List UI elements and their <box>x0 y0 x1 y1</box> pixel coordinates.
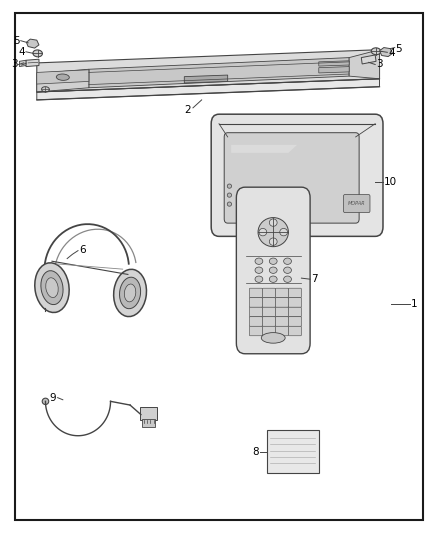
Text: 4: 4 <box>18 47 25 57</box>
Ellipse shape <box>35 263 69 312</box>
Ellipse shape <box>227 202 232 206</box>
Ellipse shape <box>269 267 277 273</box>
FancyBboxPatch shape <box>267 431 319 473</box>
Ellipse shape <box>259 229 267 236</box>
Ellipse shape <box>124 284 136 302</box>
FancyBboxPatch shape <box>224 133 359 223</box>
Text: 6: 6 <box>79 245 86 255</box>
Ellipse shape <box>46 278 58 297</box>
Ellipse shape <box>255 258 263 264</box>
FancyBboxPatch shape <box>15 13 423 520</box>
FancyBboxPatch shape <box>262 326 276 336</box>
Ellipse shape <box>33 50 42 57</box>
Ellipse shape <box>227 184 232 188</box>
FancyBboxPatch shape <box>288 307 301 317</box>
Polygon shape <box>184 75 228 83</box>
FancyBboxPatch shape <box>276 288 288 298</box>
Text: 5: 5 <box>13 36 20 46</box>
Ellipse shape <box>42 87 49 92</box>
Ellipse shape <box>227 193 232 197</box>
Ellipse shape <box>41 271 63 304</box>
FancyBboxPatch shape <box>211 114 383 236</box>
Ellipse shape <box>255 267 263 273</box>
Text: 10: 10 <box>384 177 397 187</box>
Polygon shape <box>231 145 297 153</box>
Text: 3: 3 <box>376 60 383 69</box>
Ellipse shape <box>284 276 291 282</box>
Polygon shape <box>361 55 376 64</box>
FancyBboxPatch shape <box>237 187 310 354</box>
FancyBboxPatch shape <box>343 195 370 213</box>
FancyBboxPatch shape <box>140 407 156 420</box>
FancyBboxPatch shape <box>262 288 276 298</box>
FancyBboxPatch shape <box>276 298 288 307</box>
FancyBboxPatch shape <box>276 307 288 317</box>
Text: 4: 4 <box>388 49 395 59</box>
Polygon shape <box>26 39 39 48</box>
Text: 9: 9 <box>49 393 57 402</box>
FancyBboxPatch shape <box>249 298 262 307</box>
Ellipse shape <box>269 276 277 282</box>
Ellipse shape <box>269 238 277 245</box>
Ellipse shape <box>269 258 277 264</box>
Text: 7: 7 <box>311 274 318 284</box>
Ellipse shape <box>255 276 263 282</box>
Polygon shape <box>37 79 379 100</box>
Text: 3: 3 <box>11 60 18 69</box>
Polygon shape <box>19 60 26 67</box>
Polygon shape <box>349 50 379 79</box>
Text: 1: 1 <box>411 298 418 309</box>
FancyBboxPatch shape <box>276 317 288 326</box>
Polygon shape <box>37 69 89 92</box>
Polygon shape <box>37 50 379 92</box>
Text: MOPAR: MOPAR <box>348 201 365 206</box>
FancyBboxPatch shape <box>142 419 155 427</box>
FancyBboxPatch shape <box>276 326 288 336</box>
Text: 8: 8 <box>252 447 259 457</box>
Text: 2: 2 <box>184 105 191 115</box>
Polygon shape <box>319 67 349 73</box>
Ellipse shape <box>280 229 287 236</box>
Ellipse shape <box>284 258 291 264</box>
Ellipse shape <box>113 269 146 317</box>
FancyBboxPatch shape <box>288 317 301 326</box>
FancyBboxPatch shape <box>249 288 262 298</box>
Polygon shape <box>89 58 349 88</box>
Ellipse shape <box>269 219 277 227</box>
FancyBboxPatch shape <box>288 326 301 336</box>
Ellipse shape <box>284 267 291 273</box>
Ellipse shape <box>120 277 141 309</box>
Ellipse shape <box>258 217 288 247</box>
Ellipse shape <box>371 48 381 55</box>
FancyBboxPatch shape <box>262 307 276 317</box>
Ellipse shape <box>57 74 69 80</box>
Polygon shape <box>379 47 392 56</box>
FancyBboxPatch shape <box>249 307 262 317</box>
Ellipse shape <box>261 333 285 343</box>
FancyBboxPatch shape <box>262 317 276 326</box>
FancyBboxPatch shape <box>249 326 262 336</box>
Text: 5: 5 <box>396 44 402 54</box>
FancyBboxPatch shape <box>288 298 301 307</box>
FancyBboxPatch shape <box>262 298 276 307</box>
Polygon shape <box>26 59 39 67</box>
Polygon shape <box>319 61 349 66</box>
FancyBboxPatch shape <box>288 288 301 298</box>
Polygon shape <box>37 70 89 84</box>
FancyBboxPatch shape <box>249 317 262 326</box>
Ellipse shape <box>42 398 49 405</box>
